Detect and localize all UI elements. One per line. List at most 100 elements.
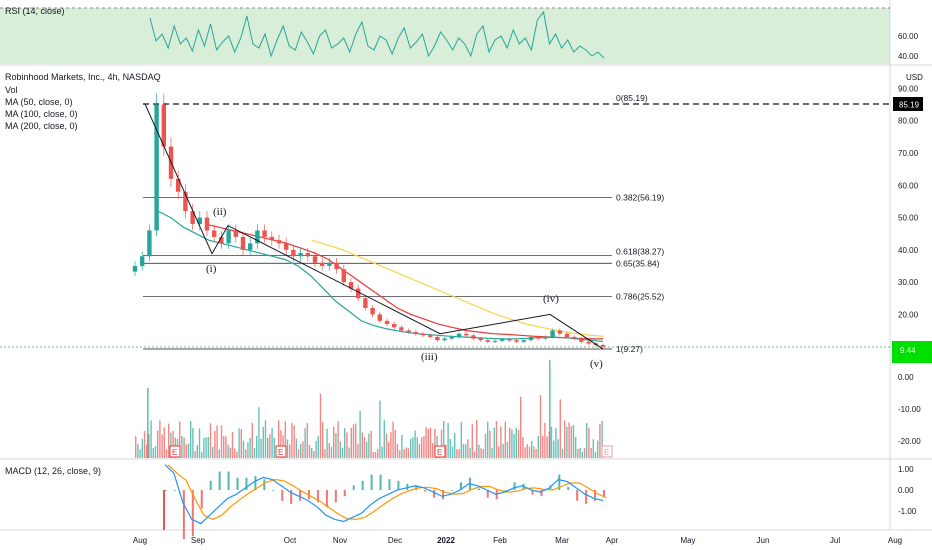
volume-bar [447,423,449,458]
wave-label-iii: (iii) [421,351,438,363]
macd-hist-bar [272,490,275,491]
volume-bar [429,427,432,458]
volume-bar [377,449,379,458]
volume-bar [396,444,399,458]
current-price-tag [892,341,932,363]
macd-tick-label: 1.00 [898,465,914,474]
volume-bar [471,424,473,458]
candle-body [154,104,159,231]
candle-body [478,338,483,341]
volume-bar [509,427,511,458]
volume-bar [480,448,482,458]
rsi-tick-label: 60.00 [898,32,919,41]
wave-label-i: (i) [206,263,217,275]
macd-hist-bar [451,490,454,491]
volume-bar [236,451,238,458]
volume-bar [152,448,154,458]
volume-bar [592,439,594,458]
candle-body [464,333,469,336]
volume-bar [388,442,390,458]
volume-bar [231,432,234,458]
price-candles [132,93,606,348]
volume-bar [511,429,513,458]
volume-bar [399,450,401,458]
volume-bar [363,437,366,458]
macd-tick-label: -1.00 [898,507,917,516]
time-tick-label: Aug [133,536,147,545]
volume-bar [460,421,462,458]
macd-hist-bar [477,488,480,490]
volume-bar [555,427,557,458]
volume-bar [381,446,383,458]
time-tick-label: Dec [388,536,402,545]
volume-bar [157,430,159,458]
macd-hist-bar [486,490,489,498]
volume-bar [465,444,467,458]
volume-bar [401,434,403,458]
volume-bar [473,451,476,458]
currency-label: USD [906,73,923,82]
macd-hist-bar [558,474,561,490]
volume-bar [383,420,385,458]
candle-body [586,341,591,344]
macd-hist-bar [433,490,436,498]
volume-bar [280,430,282,458]
volume-bar [357,444,359,458]
candle-body [435,336,440,341]
macd-hist-bar [442,490,445,500]
candle-body [384,320,390,325]
volume-bar [394,430,396,458]
volume-bar [405,447,407,458]
macd-hist-bar [254,476,257,490]
volume-bar [150,420,152,458]
volume-axis-ticks: -20.00 -10.00 0.00 [898,373,921,446]
volume-bar [161,434,163,458]
volume-bar [579,447,581,458]
volume-bar [577,448,579,458]
volume-bar [223,436,225,458]
volume-bar [403,449,405,458]
volume-bar [344,428,346,458]
volume-bar [295,438,297,458]
macd-hist-bar [334,490,337,503]
ma200-line [311,239,604,337]
candle-body [291,249,296,257]
macd-hist-bar [370,474,373,490]
volume-bar [159,420,161,458]
volume-bar [350,427,352,458]
volume-bar [324,449,326,458]
candle-body [212,230,217,237]
fib-label: 0.618(38.27) [616,246,664,256]
candle-body [248,243,253,250]
price-tick-label: 80.00 [898,117,919,126]
volume-bar [469,447,471,458]
candle-body [233,230,238,237]
volume-bar [147,388,149,458]
volume-bar [154,445,157,458]
macd-hist-bar [182,490,185,540]
volume-bar [341,448,344,458]
volume-bar [260,438,262,458]
volume-bar [374,451,377,458]
volume-bar [561,448,564,458]
volume-bar [572,424,575,458]
volume-bar [559,399,561,458]
fib-label: 0.786(25.52) [616,292,664,302]
volume-bar [181,436,183,458]
volume-bar [256,436,258,458]
volume-bar [187,443,190,458]
macd-axis-ticks: -1.00 0.00 1.00 [898,465,917,516]
volume-bar [190,421,192,458]
candle-body [269,236,274,241]
volume-bar [143,430,146,458]
volume-bar [418,443,421,458]
volume-bar [370,430,372,458]
volume-bar [412,437,414,458]
macd-title: MACD (12, 26, close, 9) [5,466,101,476]
candle-body [240,236,246,250]
volume-bar [526,444,528,458]
volume-bar [165,449,168,458]
macd-hist-bar [191,490,194,537]
volume-bar [372,451,374,458]
